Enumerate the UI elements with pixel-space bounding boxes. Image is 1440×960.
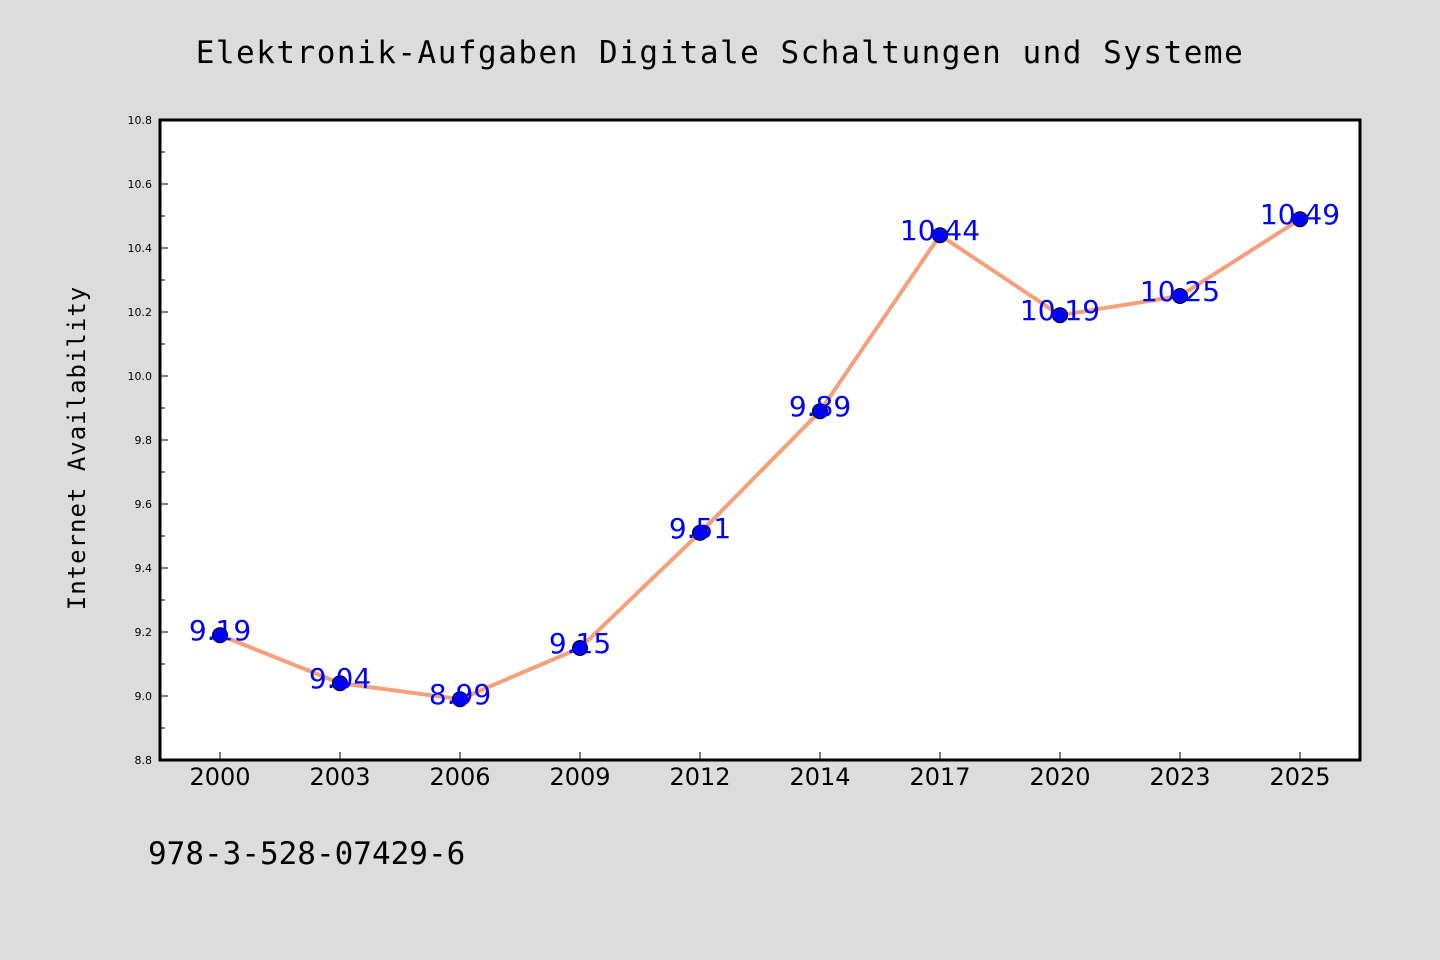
plot-area <box>160 120 1360 760</box>
data-point <box>212 627 228 644</box>
data-label: 8.99 <box>429 678 491 711</box>
y-tick-label: 10.6 <box>128 178 153 191</box>
data-point <box>1292 211 1308 228</box>
data-label: 10.49 <box>1260 198 1340 231</box>
data-label: 9.51 <box>669 512 731 545</box>
x-tick-label: 2000 <box>189 763 250 791</box>
chart-title: Elektronik-Aufgaben Digitale Schaltungen… <box>196 35 1245 71</box>
data-point <box>812 403 828 420</box>
data-point <box>332 675 348 692</box>
x-tick-label: 2017 <box>909 763 970 791</box>
data-label: 9.19 <box>189 614 251 647</box>
y-tick-label: 9.6 <box>135 498 153 511</box>
data-point <box>452 691 468 708</box>
y-tick-label: 10.8 <box>128 114 153 127</box>
footer-code: 978-3-528-07429-6 <box>148 836 465 872</box>
data-label: 10.44 <box>900 214 980 247</box>
x-tick-label: 2020 <box>1029 763 1090 791</box>
y-axis: 8.8 9.0 9.2 9.4 9.6 9.8 10.0 10.2 10.4 10.6 10.8 <box>128 114 168 767</box>
y-tick-label: 9.2 <box>135 626 153 639</box>
y-tick-label: 8.8 <box>135 754 153 767</box>
data-point <box>572 640 588 656</box>
y-tick-label: 9.0 <box>135 690 153 703</box>
data-label: 9.89 <box>789 390 851 423</box>
series-line <box>218 217 1302 702</box>
y-tick-label: 9.4 <box>135 562 153 575</box>
data-point <box>932 227 948 244</box>
x-tick-label: 2014 <box>789 763 850 791</box>
data-label: 9.15 <box>549 627 611 660</box>
data-point <box>692 524 708 541</box>
data-label: 10.19 <box>1020 294 1100 327</box>
x-tick-label: 2025 <box>1269 763 1330 791</box>
x-tick-label: 2023 <box>1149 763 1210 791</box>
y-tick-label: 10.2 <box>128 306 153 319</box>
x-tick-label: 2003 <box>309 763 370 791</box>
y-tick-label: 10.4 <box>128 242 153 255</box>
data-label: 9.04 <box>309 662 371 695</box>
plot-frame <box>158 118 1362 762</box>
data-label: 10.25 <box>1140 275 1220 308</box>
series-layer: 9.19 9.04 8.99 9.15 9.51 9.89 10.44 10.19 10.25 1… <box>189 198 1340 711</box>
x-tick-label: 2009 <box>549 763 610 791</box>
y-tick-label: 10.0 <box>128 370 153 383</box>
x-tick-label: 2012 <box>669 763 730 791</box>
data-point <box>1172 288 1188 304</box>
data-point <box>1052 307 1068 324</box>
y-tick-label: 9.8 <box>135 434 153 447</box>
y-axis-label: Internet Availability <box>63 286 91 610</box>
x-tick-label: 2006 <box>429 763 490 791</box>
x-axis: 2000 2003 2006 2009 2012 2014 2017 2020 2023 2025 <box>189 752 1331 791</box>
